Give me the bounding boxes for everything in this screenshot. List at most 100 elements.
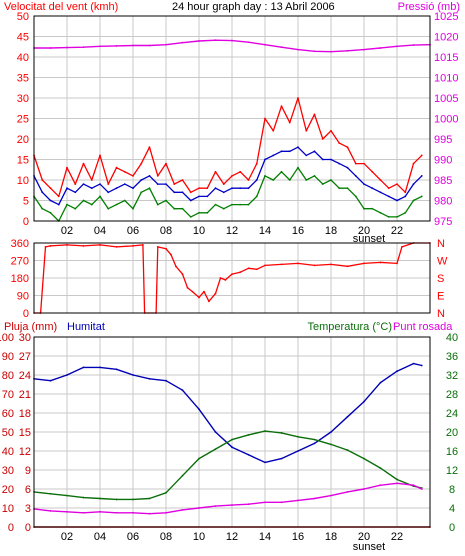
pressure-point: [49, 47, 52, 49]
wind-average-point: [297, 146, 299, 149]
direction-compass-label: E: [437, 291, 444, 303]
pressure-point: [264, 43, 266, 46]
pressure-point: [247, 41, 250, 44]
rain-tick-label: 21: [19, 389, 31, 401]
direction-point: [255, 268, 258, 271]
wind-gust-point: [239, 170, 242, 173]
wind-min-point: [346, 187, 349, 190]
wind-gust-point: [156, 175, 159, 177]
dewpoint-point: [82, 511, 85, 514]
wind-gust-point: [247, 179, 250, 181]
pressure-tick-label: 1005: [434, 93, 458, 105]
wind-gust-point: [354, 162, 357, 165]
pressure-tick-label: 975: [434, 216, 452, 228]
humidity-point: [214, 431, 217, 433]
wind-gust-point: [404, 191, 407, 194]
pressure-axis-title: Pressió (mb): [398, 1, 460, 13]
wind-average-point: [404, 195, 407, 198]
wind-min-point: [371, 207, 374, 210]
direction-point: [99, 244, 101, 246]
temperature-point: [165, 491, 167, 494]
dewpoint-point: [346, 490, 349, 493]
wind-min-point: [222, 207, 225, 210]
dewpoint-point: [330, 494, 332, 497]
rain-tick-label: 0: [25, 522, 31, 534]
wind-min-point: [173, 207, 176, 210]
dewpoint-point: [264, 501, 266, 504]
wind-average-point: [247, 187, 250, 190]
wind-gust-point: [173, 183, 176, 186]
wind-gust-point: [396, 183, 398, 186]
direction-compass-label: S: [437, 273, 444, 285]
wind-tick-label: 15: [17, 155, 29, 167]
wind-min-point: [132, 207, 134, 210]
wind-average-point: [107, 191, 110, 194]
p1-frame: [33, 15, 431, 222]
wind-gust-point: [123, 170, 126, 173]
humidity-point: [148, 377, 151, 380]
wind-pressure-panel: 02 04 06 08 10 12 14 16 18 20 22051015202530354045…: [17, 11, 459, 237]
pressure-point: [214, 39, 217, 42]
wind-min-point: [321, 183, 324, 186]
dewpoint-point: [214, 505, 217, 507]
wind-average-point: [379, 191, 382, 194]
humidity-tick-label: 80: [2, 370, 14, 382]
wind-average-point: [90, 187, 93, 190]
humidity-point: [297, 450, 299, 452]
humidity-point: [247, 453, 250, 456]
wind-average-point: [338, 162, 341, 165]
direction-point: [203, 290, 205, 293]
humidity-point: [379, 381, 382, 384]
humidity-point: [49, 379, 52, 382]
temperature-point: [396, 478, 398, 481]
dewpoint-point: [396, 482, 398, 485]
direction-point: [396, 262, 398, 265]
wind-min-point: [305, 179, 308, 181]
x-tick-label: 04: [94, 225, 106, 237]
wind-gust-point: [41, 179, 44, 181]
wind-gust-point: [264, 117, 266, 120]
rain-humidity-temperature-panel: 02 04 06 08 10 12 14 16 18 20 22010203040506070809…: [0, 332, 458, 543]
wind-gust-point: [132, 175, 134, 177]
wind-gust-point: [363, 162, 365, 165]
wind-tick-label: 5: [23, 196, 29, 208]
direction-tick-label: 270: [11, 256, 29, 268]
wind-min-point: [297, 166, 299, 169]
dewpoint-point: [115, 511, 118, 514]
wind-min-point: [412, 199, 415, 202]
humidity-point: [66, 374, 68, 376]
humidity-tick-label: 10: [2, 503, 14, 515]
wind-min-point: [148, 187, 151, 190]
rain-tick-label: 18: [19, 408, 31, 420]
humidity-point: [420, 364, 423, 367]
dewpoint-point: [280, 501, 283, 504]
pressure-point: [379, 47, 382, 49]
direction-point: [82, 245, 85, 247]
direction-point: [49, 245, 52, 247]
rain-tick-label: 15: [19, 427, 31, 439]
humidity-point: [363, 400, 365, 403]
pressure-tick-label: 1025: [434, 11, 458, 23]
rain-axis-title: Pluja (mm): [4, 321, 57, 333]
wind-min-point: [313, 175, 316, 177]
wind-min-point: [264, 175, 266, 177]
wind-average-point: [189, 199, 192, 202]
pressure-tick-label: 1000: [434, 114, 458, 126]
dewpoint-point: [313, 497, 316, 500]
direction-tick-label: 180: [11, 273, 29, 285]
wind-gust-point: [346, 146, 349, 149]
wind-gust-point: [107, 183, 110, 186]
x-tick-label: 22: [391, 225, 403, 237]
temperature-tick-label: 0: [449, 522, 455, 534]
wind-gust-point: [288, 121, 291, 124]
pressure-tick-label: 995: [434, 134, 452, 146]
wind-average-point: [115, 187, 118, 190]
dewpoint-point: [99, 510, 101, 513]
wind-min-point: [214, 203, 217, 206]
direction-point: [363, 262, 365, 265]
temperature-point: [346, 449, 349, 451]
wind-min-point: [272, 179, 275, 181]
temperature-point: [297, 435, 299, 438]
wind-average-line: [33, 146, 423, 206]
